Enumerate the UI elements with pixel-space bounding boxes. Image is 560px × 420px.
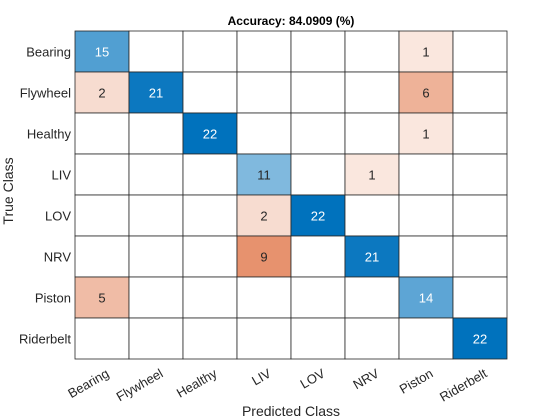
cell-lov-piston xyxy=(398,194,454,237)
x-tick-label-liv: LIV xyxy=(249,365,274,388)
cell-lov-riderbelt xyxy=(452,194,508,237)
cell-flywheel-healthy xyxy=(182,71,238,114)
y-tick-label-lov: LOV xyxy=(45,209,71,224)
cell-healthy-riderbelt xyxy=(452,112,508,155)
cell-value: 14 xyxy=(419,291,433,306)
cell-liv-piston xyxy=(398,153,454,196)
y-tick-labels: Bearing Flywheel Healthy LIV LOV NRV Piston Rid… xyxy=(19,45,72,347)
y-tick-label-bearing: Bearing xyxy=(26,45,71,60)
cell-riderbelt-bearing xyxy=(74,317,130,360)
y-tick-label-healthy: Healthy xyxy=(27,127,72,142)
cell-lov-liv xyxy=(236,194,292,237)
cell-bearing-nrv xyxy=(344,30,400,73)
cell-value: 1 xyxy=(368,168,375,183)
cell-liv-healthy xyxy=(182,153,238,196)
cell-lov-bearing xyxy=(74,194,130,237)
cell-riderbelt-riderbelt xyxy=(452,317,508,360)
cell-value: 2 xyxy=(98,86,105,101)
cell-bearing-riderbelt xyxy=(452,30,508,73)
y-tick-label-flywheel: Flywheel xyxy=(20,86,71,101)
cell-bearing-flywheel xyxy=(128,30,184,73)
cell-riderbelt-liv xyxy=(236,317,292,360)
cell-value: 21 xyxy=(365,250,379,265)
cell-nrv-riderbelt xyxy=(452,235,508,278)
cell-healthy-lov xyxy=(290,112,346,155)
cell-lov-flywheel xyxy=(128,194,184,237)
cell-bearing-bearing xyxy=(74,30,130,73)
cell-flywheel-riderbelt xyxy=(452,71,508,114)
y-tick-label-riderbelt: Riderbelt xyxy=(19,332,71,347)
x-tick-label-lov: LOV xyxy=(297,365,327,391)
cell-healthy-flywheel xyxy=(128,112,184,155)
y-axis-label: True Class xyxy=(0,157,16,224)
cell-value: 2 xyxy=(260,209,267,224)
cell-flywheel-lov xyxy=(290,71,346,114)
y-tick-label-piston: Piston xyxy=(35,291,71,306)
cell-liv-riderbelt xyxy=(452,153,508,196)
cell-value: 15 xyxy=(95,45,109,60)
cell-healthy-healthy xyxy=(182,112,238,155)
y-tick-label-nrv: NRV xyxy=(44,250,72,265)
cell-nrv-healthy xyxy=(182,235,238,278)
cell-riderbelt-healthy xyxy=(182,317,238,360)
cell-value: 11 xyxy=(257,168,271,183)
cell-value: 22 xyxy=(203,127,217,142)
cell-piston-flywheel xyxy=(128,276,184,319)
cell-piston-liv xyxy=(236,276,292,319)
x-axis-label: Predicted Class xyxy=(242,403,340,419)
x-tick-label-riderbelt: Riderbelt xyxy=(437,365,490,404)
cell-piston-lov xyxy=(290,276,346,319)
cell-value: 22 xyxy=(473,332,487,347)
cell-piston-healthy xyxy=(182,276,238,319)
cell-riderbelt-piston xyxy=(398,317,454,360)
cell-nrv-lov xyxy=(290,235,346,278)
cell-piston-nrv xyxy=(344,276,400,319)
cell-value: 22 xyxy=(311,209,325,224)
x-tick-label-bearing: Bearing xyxy=(65,366,111,401)
cell-nrv-liv xyxy=(236,235,292,278)
cell-nrv-flywheel xyxy=(128,235,184,278)
cell-healthy-bearing xyxy=(74,112,130,155)
cell-lov-nrv xyxy=(344,194,400,237)
cell-flywheel-bearing xyxy=(74,71,130,114)
cell-riderbelt-lov xyxy=(290,317,346,360)
x-tick-label-flywheel: Flywheel xyxy=(114,366,166,405)
cell-value: 9 xyxy=(260,250,267,265)
x-tick-labels: Bearing Flywheel Healthy LIV LOV NRV Piston Rid… xyxy=(65,365,490,404)
cells-layer xyxy=(74,30,508,360)
cell-value: 21 xyxy=(149,86,163,101)
cell-healthy-nrv xyxy=(344,112,400,155)
cell-flywheel-liv xyxy=(236,71,292,114)
x-tick-label-nrv: NRV xyxy=(350,365,381,392)
cell-piston-bearing xyxy=(74,276,130,319)
cell-liv-liv xyxy=(236,153,292,196)
cell-bearing-lov xyxy=(290,30,346,73)
cell-bearing-piston xyxy=(398,30,454,73)
cell-liv-bearing xyxy=(74,153,130,196)
cell-healthy-liv xyxy=(236,112,292,155)
cell-lov-healthy xyxy=(182,194,238,237)
chart-title: Accuracy: 84.0909 (%) xyxy=(228,14,355,28)
cell-nrv-bearing xyxy=(74,235,130,278)
cell-bearing-liv xyxy=(236,30,292,73)
cell-value: 6 xyxy=(422,86,429,101)
cell-value: 5 xyxy=(98,291,105,306)
cell-value: 1 xyxy=(422,127,429,142)
cell-bearing-healthy xyxy=(182,30,238,73)
x-tick-label-piston: Piston xyxy=(397,366,436,397)
cell-nrv-piston xyxy=(398,235,454,278)
cell-riderbelt-nrv xyxy=(344,317,400,360)
cell-liv-flywheel xyxy=(128,153,184,196)
cell-liv-lov xyxy=(290,153,346,196)
x-tick-label-healthy: Healthy xyxy=(174,365,220,400)
cell-riderbelt-flywheel xyxy=(128,317,184,360)
cell-value: 1 xyxy=(422,45,429,60)
cell-flywheel-nrv xyxy=(344,71,400,114)
cell-piston-riderbelt xyxy=(452,276,508,319)
y-tick-label-liv: LIV xyxy=(51,168,71,183)
